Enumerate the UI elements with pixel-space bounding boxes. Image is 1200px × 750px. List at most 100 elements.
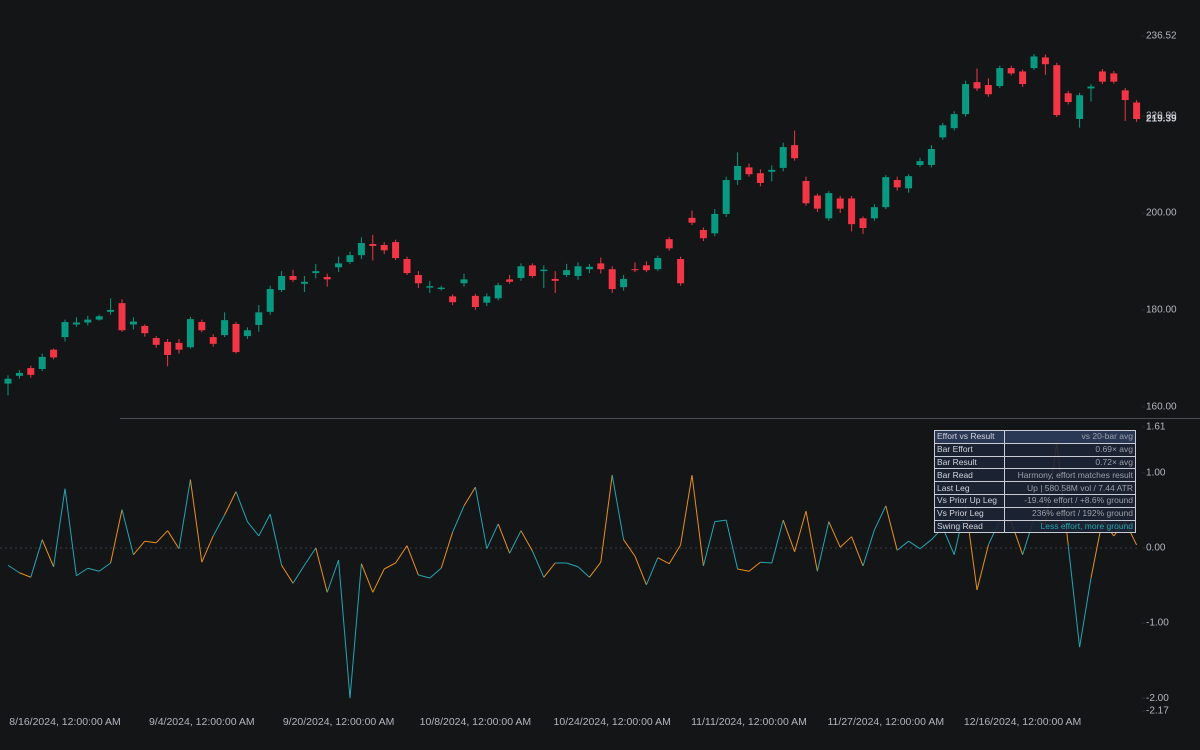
candle-body xyxy=(1041,57,1049,65)
indicator-segment xyxy=(395,545,408,564)
indicator-segment xyxy=(497,523,511,554)
indicator-segment xyxy=(771,520,784,564)
indicator-segment xyxy=(440,532,454,569)
indicator-segment xyxy=(41,539,55,567)
indicator-segment xyxy=(189,479,203,563)
indicator-segment xyxy=(315,547,328,593)
candle-body xyxy=(255,312,263,325)
indicator-segment xyxy=(531,550,545,578)
candle-body xyxy=(175,342,183,350)
candle-body xyxy=(506,279,514,282)
row-value: -19.4% effort / +8.6% ground xyxy=(1004,493,1136,508)
candle-body xyxy=(403,259,411,274)
candle-body xyxy=(300,281,308,284)
indicator-segment xyxy=(885,505,898,551)
candle-body xyxy=(1076,95,1084,119)
y-tick-label: 1.00 xyxy=(1146,467,1166,478)
indicator-segment xyxy=(828,521,841,548)
indicator-segment xyxy=(611,474,625,540)
row-label: Bar Result xyxy=(933,455,1006,470)
y-tick-label: 160.00 xyxy=(1146,401,1177,412)
indicator-segment xyxy=(520,530,533,552)
indicator-segment xyxy=(577,566,590,578)
indicator-segment xyxy=(155,530,168,544)
indicator-segment xyxy=(178,479,191,549)
indicator-segment xyxy=(383,562,396,570)
candle-body xyxy=(437,287,445,290)
row-value: 0.72× avg xyxy=(1004,455,1136,470)
candle-body xyxy=(870,207,878,219)
candle-body xyxy=(597,263,605,270)
indicator-segment xyxy=(224,491,237,516)
candle-body xyxy=(460,279,468,284)
y-tick-label: 200.00 xyxy=(1146,208,1177,219)
indicator-segment xyxy=(725,520,739,570)
table-row: Last Leg Up | 580.58M vol / 7.44 ATR xyxy=(933,481,1136,495)
candle-body xyxy=(893,180,901,188)
candle-body xyxy=(323,276,331,280)
row-label: Swing Read xyxy=(933,519,1006,534)
indicator-segment xyxy=(76,567,89,577)
indicator-segment xyxy=(589,561,602,578)
indicator-segment xyxy=(19,572,31,578)
candle-body xyxy=(414,275,422,284)
candle-body xyxy=(380,244,388,251)
indicator-segment xyxy=(338,559,351,699)
y-tick-label: 236.52 xyxy=(1146,31,1177,42)
candle-body xyxy=(449,296,457,303)
indicator-segment xyxy=(702,521,716,567)
indicator-segment xyxy=(748,561,761,572)
indicator-segment xyxy=(805,511,818,572)
candle-body xyxy=(1064,93,1072,103)
candle-body xyxy=(198,322,206,331)
candle-body xyxy=(859,218,867,229)
indicator-segment xyxy=(486,523,499,549)
y-tick-label: 0.00 xyxy=(1146,543,1166,554)
candle-body xyxy=(243,330,251,337)
candle-body xyxy=(882,177,890,208)
row-label: Last Leg xyxy=(933,481,1006,495)
candle-body xyxy=(779,147,787,168)
indicator-segment xyxy=(816,521,830,572)
row-value: 0.69× avg xyxy=(1004,442,1136,457)
candle-body xyxy=(791,145,799,159)
indicator-segment xyxy=(201,535,214,563)
candle-body xyxy=(118,303,126,331)
row-label: Vs Prior Leg xyxy=(933,506,1006,521)
indicator-segment xyxy=(326,559,340,593)
candle-body xyxy=(1007,68,1015,74)
indicator-segment xyxy=(668,544,682,565)
indicator-segment xyxy=(543,562,556,578)
indicator-segment xyxy=(862,529,875,567)
candle-body xyxy=(471,295,479,308)
indicator-segment xyxy=(474,487,488,549)
indicator-segment xyxy=(645,557,659,585)
indicator-segment xyxy=(452,505,465,533)
indicator-segment xyxy=(98,562,111,572)
candle-body xyxy=(1133,102,1141,120)
candle-body xyxy=(4,378,12,384)
indicator-segment xyxy=(372,568,385,593)
indicator-segment xyxy=(133,540,146,556)
candle-body xyxy=(768,169,776,172)
x-tick-label: 12/16/2024, 12:00:00 AM xyxy=(964,716,1081,728)
row-value: Less effort, more ground xyxy=(1004,519,1136,534)
indicator-segment xyxy=(235,491,248,522)
candle-body xyxy=(688,217,696,223)
indicator-segment xyxy=(509,530,522,554)
candle-body xyxy=(1030,56,1038,69)
candle-body xyxy=(357,243,365,256)
x-tick-label: 10/8/2024, 12:00:00 AM xyxy=(420,716,532,728)
indicator-segment xyxy=(919,539,932,550)
candle-body xyxy=(141,325,149,334)
candle-body xyxy=(585,266,593,270)
table-row: Vs Prior Up Leg -19.4% effort / +8.6% gro… xyxy=(933,493,1136,508)
candle-body xyxy=(1110,73,1118,82)
candle-body xyxy=(232,323,240,353)
indicator-segment xyxy=(680,475,693,546)
candle-body xyxy=(50,349,58,358)
x-tick-label: 9/20/2024, 12:00:00 AM xyxy=(283,716,395,728)
candle-body xyxy=(916,161,924,166)
candle-body xyxy=(973,82,981,89)
indicator-segment xyxy=(1079,577,1092,648)
